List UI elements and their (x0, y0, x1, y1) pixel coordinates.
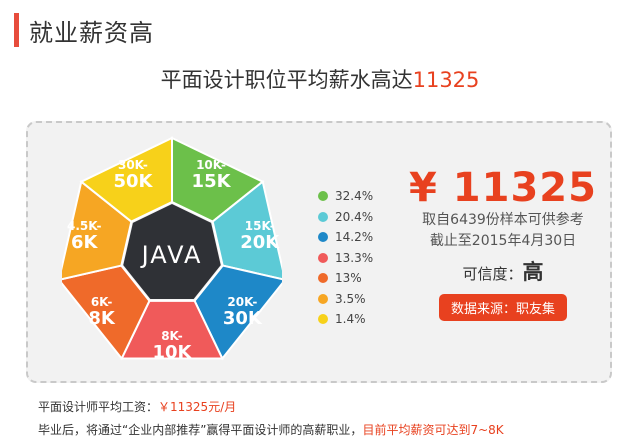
footer-salary-value: ￥11325元/月 (158, 400, 237, 414)
segment-range-start: 8K- (161, 329, 183, 343)
segment-range-end: 15K (192, 171, 232, 192)
segment-range-start: 4.5K- (67, 219, 102, 233)
legend-item: 32.4% (318, 186, 373, 207)
segment-range-end: 50K (113, 171, 153, 192)
header-accent-bar (14, 13, 19, 47)
legend-item: 20.4% (318, 207, 373, 228)
segment-range-start: 10K- (196, 158, 226, 172)
salary-range-heptagon: 10K-15K 15K-20K 20K-30K 8K-10K 6K-8K 4.5K-6K 3… (62, 136, 282, 363)
legend-dot (318, 211, 328, 222)
sample-note: 取自6439份样本可供参考 (422, 212, 584, 228)
legend-dot (318, 273, 328, 284)
legend-item: 1.4% (318, 309, 373, 330)
segment-range-start: 15K- (245, 219, 275, 233)
segment-range-end: 6K (71, 232, 99, 253)
headline: 平面设计职位平均薪水高达11325 (0, 64, 640, 94)
center-label: JAVA (140, 241, 203, 269)
legend-dot (318, 293, 328, 304)
section-header: 就业薪资高 (14, 12, 154, 48)
salary-summary: ¥ 11325 取自6439份样本可供参考 截止至2015年4月30日 可信度：… (388, 166, 618, 321)
credibility: 可信度：高 (462, 260, 544, 284)
segment-range-end: 8K (88, 308, 116, 329)
date-note: 截止至2015年4月30日 (429, 233, 577, 249)
segment-range-end: 10K (153, 342, 193, 363)
heptagon-segment (79, 136, 173, 223)
legend-item: 13.3% (318, 248, 373, 269)
segment-range-start: 30K- (118, 158, 148, 172)
headline-number: 11325 (412, 68, 480, 92)
legend-dot (318, 232, 328, 243)
segment-range-start: 20K- (227, 295, 257, 309)
legend-item: 14.2% (318, 227, 373, 248)
legend-dot (318, 191, 328, 202)
footer-line-2: 毕业后，将通过“企业内部推荐”赢得平面设计师的高薪职业，目前平均薪资可达到7~8… (38, 423, 504, 437)
segment-range-end: 20K (240, 232, 280, 253)
center-hub (123, 204, 221, 300)
segment-range-start: 6K- (91, 295, 113, 309)
section-title: 就业薪资高 (29, 18, 154, 47)
footer-line-1: 平面设计师平均工资：￥11325元/月 (38, 400, 237, 414)
credibility-value: 高 (522, 260, 544, 284)
footer-highlight: 目前平均薪资可达到7~8K (362, 423, 504, 437)
legend-item: 3.5% (318, 289, 373, 310)
legend-item: 13% (318, 268, 373, 289)
headline-text: 平面设计职位平均薪水高达 (160, 68, 413, 92)
legend-dot (318, 252, 328, 263)
data-source-badge: 数据来源：职友集 (438, 294, 567, 321)
percentage-legend: 32.4% 20.4% 14.2% 13.3% 13% 3.5% 1.4% (318, 186, 373, 330)
legend-dot (318, 314, 328, 325)
average-salary: ¥ 11325 (409, 165, 597, 211)
segment-range-end: 30K (223, 308, 263, 329)
